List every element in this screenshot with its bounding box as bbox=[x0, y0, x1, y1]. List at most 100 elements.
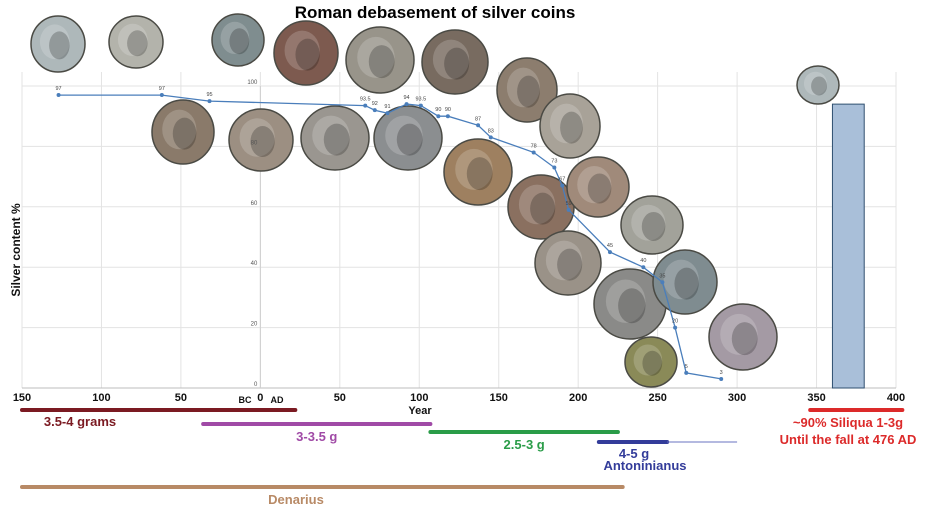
data-point-10 bbox=[476, 123, 481, 128]
coin-septimius-highlight bbox=[577, 166, 612, 204]
coin-roman-republic-roma bbox=[30, 15, 86, 73]
y-tick-label-2: 40 bbox=[251, 261, 258, 267]
coin-roman-republic-roma-portrait bbox=[811, 76, 828, 96]
coin-republic-chariot-highlight bbox=[117, 23, 148, 57]
data-label-5: 91 bbox=[384, 104, 390, 110]
coin-ship-portrait bbox=[250, 126, 275, 158]
data-label-9: 90 bbox=[445, 107, 451, 113]
coin-commodus-highlight bbox=[518, 184, 556, 225]
coin-gordian-portrait bbox=[641, 211, 666, 241]
data-point-4 bbox=[372, 108, 377, 113]
coin-nerva-highlight bbox=[549, 103, 583, 144]
data-label-7: 93.5 bbox=[416, 97, 427, 103]
data-point-7 bbox=[418, 103, 423, 108]
x-axis-label: Year bbox=[408, 405, 432, 417]
coin-faustina-portrait bbox=[172, 117, 197, 150]
coin-siliqua bbox=[708, 303, 778, 371]
data-point-5 bbox=[385, 111, 390, 116]
band-3-5-4-grams-label: 3.5-4 grams bbox=[44, 414, 116, 429]
coin-domitian-disc bbox=[373, 105, 443, 171]
series-line-0 bbox=[58, 94, 722, 380]
data-label-21: 3 bbox=[720, 370, 723, 376]
data-label-15: 59 bbox=[566, 201, 572, 207]
coin-siliqua-highlight bbox=[720, 313, 758, 355]
x-tick-label-5: 100 bbox=[410, 392, 428, 404]
data-point-18 bbox=[660, 280, 665, 285]
coin-marcus-highlight bbox=[455, 148, 493, 190]
data-label-20: 5 bbox=[685, 364, 688, 370]
data-label-12: 78 bbox=[531, 143, 537, 149]
coin-nerva-disc bbox=[539, 93, 601, 159]
coin-gordian-highlight bbox=[631, 204, 666, 241]
coin-augustus-disc bbox=[211, 13, 265, 67]
coin-antoninus-portrait bbox=[517, 75, 540, 108]
coin-diocletian-disc bbox=[624, 336, 678, 388]
data-label-18: 35 bbox=[659, 273, 665, 279]
data-label-6: 94 bbox=[403, 95, 409, 101]
band-2-5-3-g-label: 2.5-3 g bbox=[504, 437, 545, 452]
y-tick-labels: 0 20 40 60 80 100 bbox=[247, 80, 258, 388]
band-4-5-g-label: 4-5 g bbox=[619, 446, 649, 461]
coin-gallienus bbox=[652, 249, 718, 315]
coin-vespasian-highlight bbox=[312, 115, 350, 156]
coin-marcus-disc bbox=[443, 138, 513, 206]
coin-gallienus-portrait bbox=[674, 267, 699, 300]
coin-antoninus-disc bbox=[496, 57, 558, 123]
x-tick-label-9: 300 bbox=[728, 392, 746, 404]
data-point-1 bbox=[159, 93, 164, 98]
coin-faustina-disc bbox=[151, 99, 215, 165]
coin-ship bbox=[228, 108, 294, 172]
coin-commodus-portrait bbox=[530, 192, 556, 225]
data-point-15 bbox=[566, 207, 571, 212]
y-axis-label: Silver content % bbox=[9, 203, 23, 297]
data-label-16: 45 bbox=[607, 243, 613, 249]
band-siliqua-label: ~90% Siliqua 1-3g bbox=[793, 415, 903, 430]
x-tick-label-8: 250 bbox=[648, 392, 666, 404]
data-label-17: 40 bbox=[640, 258, 646, 264]
data-label-4: 92 bbox=[372, 101, 378, 107]
coin-augustus bbox=[211, 13, 265, 67]
x-tick-label-1: 100 bbox=[92, 392, 110, 404]
y-tick-label-0: 0 bbox=[254, 382, 258, 388]
coin-caracalla-disc bbox=[534, 230, 602, 296]
coin-vespasian bbox=[300, 105, 370, 171]
coin-domitian bbox=[373, 105, 443, 171]
coin-nero-disc bbox=[273, 20, 339, 86]
coin-marcus-portrait bbox=[466, 157, 493, 191]
coin-septimius bbox=[566, 156, 630, 218]
coin-marcus bbox=[443, 138, 513, 206]
coin-diocletian-highlight bbox=[633, 344, 663, 376]
coin-nerva-portrait bbox=[560, 111, 583, 144]
coin-gordian bbox=[620, 195, 684, 255]
coin-septimius-portrait bbox=[587, 173, 612, 204]
data-label-3: 93.5 bbox=[360, 97, 371, 103]
x-tick-label-4: 50 bbox=[334, 392, 346, 404]
data-point-8 bbox=[436, 114, 441, 119]
coin-nero-highlight bbox=[284, 30, 320, 71]
data-point-12 bbox=[531, 150, 536, 155]
data-label-19: 20 bbox=[672, 319, 678, 325]
data-point-6 bbox=[404, 102, 409, 107]
band-3-3-5-g-label: 3-3.5 g bbox=[296, 429, 337, 444]
chart-title: Roman debasement of silver coins bbox=[295, 3, 576, 22]
coin-siliqua-disc bbox=[708, 303, 778, 371]
coin-caracalla-portrait bbox=[557, 248, 583, 281]
coin-faustina bbox=[151, 99, 215, 165]
coin-republic-chariot-portrait bbox=[127, 30, 148, 57]
data-label-14: 67 bbox=[559, 177, 565, 183]
coin-images bbox=[30, 13, 840, 388]
coin-diocletian-portrait bbox=[642, 350, 663, 376]
coin-republic-chariot-disc bbox=[108, 15, 164, 69]
data-label-0: 97 bbox=[55, 86, 61, 92]
coin-republic-chariot bbox=[108, 15, 164, 69]
data-label-2: 95 bbox=[206, 92, 212, 98]
data-point-2 bbox=[207, 99, 212, 104]
coin-trajan-portrait bbox=[368, 45, 395, 79]
coin-nero-portrait bbox=[295, 38, 320, 71]
coin-domitian-portrait bbox=[396, 123, 423, 156]
data-point-9 bbox=[445, 114, 450, 119]
data-point-11 bbox=[488, 135, 493, 140]
era-label-bc: BC bbox=[239, 395, 252, 405]
